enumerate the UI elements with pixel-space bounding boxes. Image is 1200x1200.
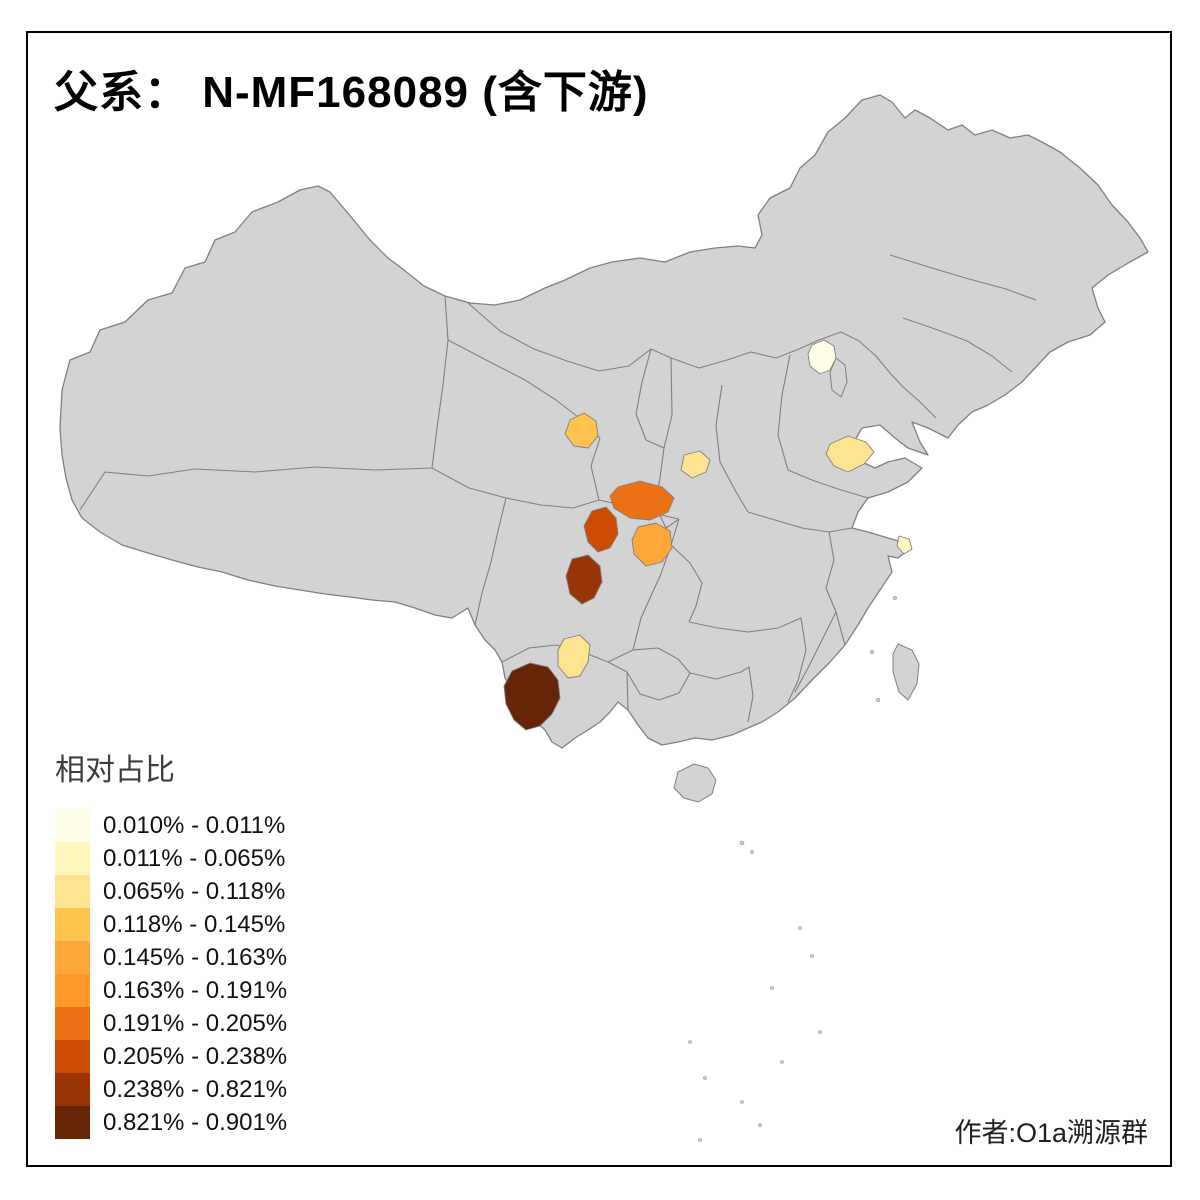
legend-item: 0.163% - 0.191% [55, 974, 287, 1007]
south-china-sea-islands [688, 596, 897, 1142]
legend-item: 0.205% - 0.238% [55, 1040, 287, 1073]
legend-swatch [55, 1007, 90, 1040]
china-mainland [59, 94, 1149, 749]
region-yunnan-west [503, 662, 561, 731]
hainan-island [673, 763, 717, 803]
region-beijing [807, 339, 837, 375]
legend-label: 0.065% - 0.118% [103, 877, 286, 905]
taiwan-island [892, 643, 920, 701]
legend-label: 0.010% - 0.011% [103, 811, 286, 839]
region-gansu-south [609, 480, 675, 521]
legend-label: 0.145% - 0.163% [103, 943, 288, 971]
legend-label: 0.118% - 0.145% [103, 910, 286, 938]
legend-item: 0.821% - 0.901% [55, 1106, 287, 1139]
region-shaanxi-central [680, 450, 711, 479]
legend-swatch [55, 842, 90, 875]
tianjin-area [829, 357, 848, 398]
legend-label: 0.163% - 0.191% [103, 976, 288, 1004]
legend-label: 0.191% - 0.205% [103, 1009, 288, 1037]
legend-item: 0.191% - 0.205% [55, 1007, 287, 1040]
region-chongqing-west [631, 522, 673, 567]
region-shanghai [896, 535, 913, 555]
region-gansu-north [564, 412, 599, 449]
legend-title: 相对占比 [55, 754, 175, 787]
legend-swatch [55, 908, 90, 941]
region-shandong [825, 435, 875, 473]
legend-item: 0.238% - 0.821% [55, 1073, 287, 1106]
map-title: 父系： N-MF168089 (含下游) [54, 68, 649, 117]
legend-label: 0.205% - 0.238% [103, 1042, 288, 1070]
legend-item: 0.118% - 0.145% [55, 908, 287, 941]
legend-swatch [55, 1106, 90, 1139]
legend-swatch [55, 1040, 90, 1073]
legend-swatch [55, 941, 90, 974]
legend-item: 0.065% - 0.118% [55, 875, 287, 908]
legend-item: 0.011% - 0.065% [55, 842, 287, 875]
attribution: 作者:O1a溯源群 [954, 1118, 1148, 1148]
region-sichuan-south [565, 554, 603, 605]
legend-items: 0.010% - 0.011% 0.011% - 0.065% 0.065% -… [55, 809, 287, 1139]
legend-swatch [55, 875, 90, 908]
legend-label: 0.238% - 0.821% [103, 1075, 288, 1103]
region-guizhou-west [557, 634, 591, 679]
legend-swatch [55, 809, 90, 842]
choropleth-regions [503, 339, 913, 731]
legend-item: 0.145% - 0.163% [55, 941, 287, 974]
legend-swatch [55, 974, 90, 1007]
legend-label: 0.011% - 0.065% [103, 844, 286, 872]
legend-label: 0.821% - 0.901% [103, 1108, 288, 1136]
legend-swatch [55, 1073, 90, 1106]
region-sichuan-north [583, 506, 619, 553]
legend-item: 0.010% - 0.011% [55, 809, 287, 842]
legend: 相对占比 0.010% - 0.011% 0.011% - 0.065% 0.0… [55, 745, 287, 1139]
